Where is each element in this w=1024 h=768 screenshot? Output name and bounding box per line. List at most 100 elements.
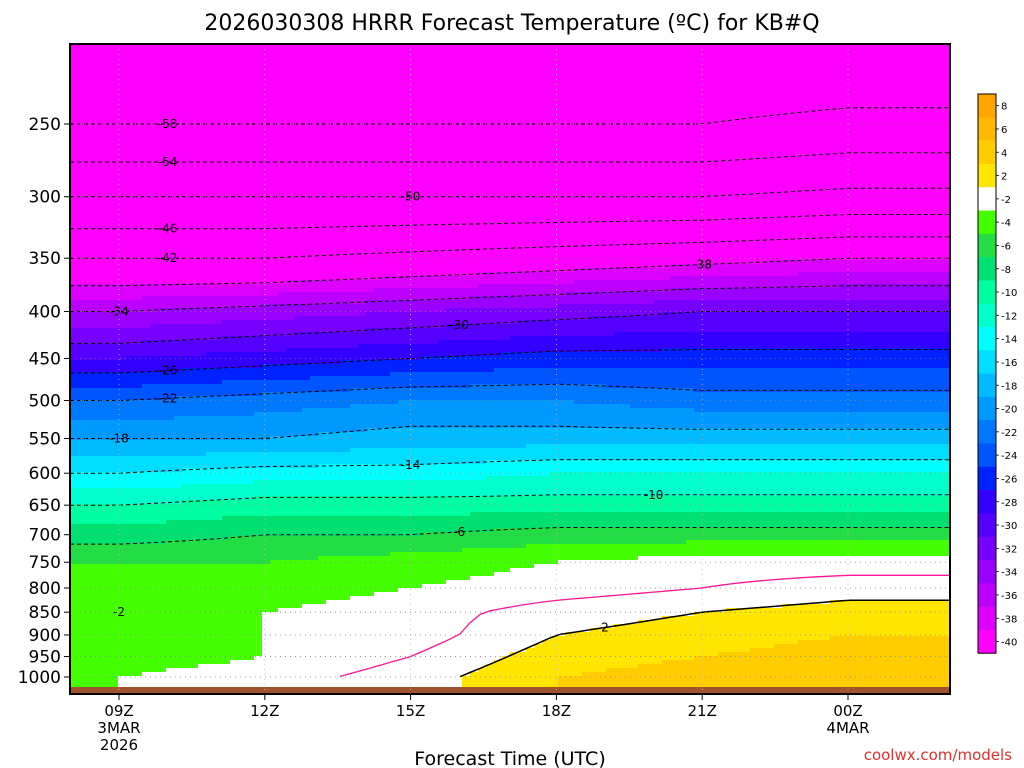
ground-surface bbox=[70, 687, 950, 694]
colorbar-label: -30 bbox=[1001, 521, 1017, 532]
colorbar-label: -6 bbox=[1001, 241, 1011, 252]
x-axis-label: Forecast Time (UTC) bbox=[414, 748, 605, 768]
y-tick-label: 400 bbox=[29, 302, 61, 322]
colorbar-swatch bbox=[978, 396, 996, 421]
colorbar-swatch bbox=[978, 629, 996, 654]
colorbar-swatch bbox=[978, 373, 996, 398]
colorbar-swatch bbox=[978, 233, 996, 258]
contour-label: -18 bbox=[109, 432, 129, 446]
colorbar-swatch bbox=[978, 257, 996, 281]
y-tick-label: 500 bbox=[29, 392, 61, 412]
colorbar-label: -10 bbox=[1001, 288, 1017, 299]
plot-area: -58-54-50-46-42-38-34-30-26-22-18-14-10-… bbox=[70, 44, 950, 694]
contour-label: -58 bbox=[158, 117, 178, 131]
colorbar-label: -20 bbox=[1001, 405, 1017, 416]
chart-title: 2026030308 HRRR Forecast Temperature (ºC… bbox=[204, 11, 819, 36]
colorbar-label: -24 bbox=[1001, 451, 1017, 462]
colorbar-swatch bbox=[978, 560, 996, 584]
colorbar-label: -28 bbox=[1001, 498, 1017, 509]
y-tick-label: 250 bbox=[29, 115, 61, 135]
colorbar-frame bbox=[977, 93, 997, 654]
colorbar-swatch bbox=[978, 420, 996, 444]
contour-label: -22 bbox=[158, 391, 178, 405]
colorbar-label: -26 bbox=[1001, 474, 1017, 485]
site-credit: coolwx.com/models bbox=[864, 746, 1012, 764]
colorbar-swatch bbox=[978, 303, 996, 328]
colorbar-label: -16 bbox=[1001, 358, 1017, 369]
x-tick-label: 12Z bbox=[250, 702, 279, 720]
y-tick-label: 1000 bbox=[18, 668, 61, 688]
contour-label: -46 bbox=[158, 222, 178, 236]
colorbar-swatch bbox=[978, 536, 996, 561]
colorbar-swatch bbox=[978, 280, 996, 304]
colorbar-label: -40 bbox=[1001, 638, 1017, 649]
colorbar-swatch bbox=[978, 187, 996, 211]
contour-label: -30 bbox=[449, 318, 469, 332]
y-tick-label: 300 bbox=[29, 188, 61, 208]
colorbar-swatch bbox=[978, 466, 996, 491]
colorbar-label: -18 bbox=[1001, 381, 1017, 392]
colorbar-label: -38 bbox=[1001, 614, 1017, 625]
y-tick-label: 600 bbox=[29, 464, 61, 484]
y-axis: 250 300 350 400 450 500 550 600 650 700 750 800 850 9… bbox=[18, 115, 70, 688]
y-tick-label: 350 bbox=[29, 249, 61, 269]
x-tick-label: 09Z bbox=[104, 702, 133, 720]
colorbar-label: -4 bbox=[1001, 218, 1011, 229]
colorbar-swatch bbox=[978, 327, 996, 351]
grid-lines bbox=[70, 44, 950, 694]
colorbar-swatch bbox=[978, 583, 996, 607]
colorbar-swatch bbox=[978, 117, 996, 141]
contour-label: -26 bbox=[158, 364, 178, 378]
x-tick-label: 3MAR bbox=[97, 719, 140, 737]
y-tick-label: 750 bbox=[29, 553, 61, 573]
colorbar-swatch bbox=[978, 140, 996, 165]
colorbar-label: -2 bbox=[1001, 195, 1011, 206]
contour-label: -54 bbox=[158, 155, 178, 169]
colorbar-legend: 8 6 4 2 -2 -4 -6 -8 -10 -12 -14 -16 -18 -20 -22 -24 -26 -… bbox=[977, 93, 1017, 654]
colorbar-label: 2 bbox=[1001, 172, 1007, 183]
x-tick-label: 2026 bbox=[100, 736, 138, 754]
contour-label: -6 bbox=[453, 525, 465, 539]
y-tick-label: 800 bbox=[29, 579, 61, 599]
temperature-field bbox=[70, 44, 950, 694]
colorbar-swatch bbox=[978, 163, 996, 188]
colorbar-label: -36 bbox=[1001, 591, 1017, 602]
colorbar-label: -12 bbox=[1001, 311, 1017, 322]
contour-label: -42 bbox=[158, 251, 178, 265]
colorbar-label: -8 bbox=[1001, 265, 1011, 276]
x-tick-label: 00Z bbox=[833, 702, 862, 720]
y-tick-label: 700 bbox=[29, 526, 61, 546]
y-tick-label: 450 bbox=[29, 349, 61, 369]
y-tick-label: 650 bbox=[29, 496, 61, 516]
plot-frame bbox=[69, 43, 951, 695]
colorbar-label: -34 bbox=[1001, 568, 1017, 579]
colorbar-swatch bbox=[978, 94, 996, 118]
colorbar-swatch bbox=[978, 490, 996, 514]
x-tick-label: 21Z bbox=[688, 702, 717, 720]
y-tick-label: 850 bbox=[29, 603, 61, 623]
y-tick-label: 950 bbox=[29, 648, 61, 668]
x-tick-label: 4MAR bbox=[826, 719, 869, 737]
x-tick-label: 15Z bbox=[396, 702, 425, 720]
contour-label: -2 bbox=[113, 605, 125, 619]
colorbar-label: 8 bbox=[1001, 102, 1007, 113]
colorbar-swatch bbox=[978, 513, 996, 537]
zero-isotherm-line bbox=[339, 574, 950, 678]
y-tick-label: 900 bbox=[29, 626, 61, 646]
contour-label: -34 bbox=[109, 304, 129, 318]
colorbar-label: -32 bbox=[1001, 544, 1017, 555]
contour-label: -10 bbox=[644, 488, 664, 502]
colorbar-swatch bbox=[978, 350, 996, 374]
colorbar-swatch bbox=[978, 210, 996, 235]
colorbar-swatch bbox=[978, 443, 996, 468]
y-tick-label: 550 bbox=[29, 430, 61, 450]
colorbar-label: 4 bbox=[1001, 148, 1007, 159]
colorbar-label: 6 bbox=[1001, 125, 1007, 136]
contour-label: 2 bbox=[601, 621, 609, 635]
colorbar-label: -22 bbox=[1001, 428, 1017, 439]
colorbar-label: -14 bbox=[1001, 335, 1017, 346]
x-tick-label: 18Z bbox=[542, 702, 571, 720]
colorbar-swatch bbox=[978, 606, 996, 631]
